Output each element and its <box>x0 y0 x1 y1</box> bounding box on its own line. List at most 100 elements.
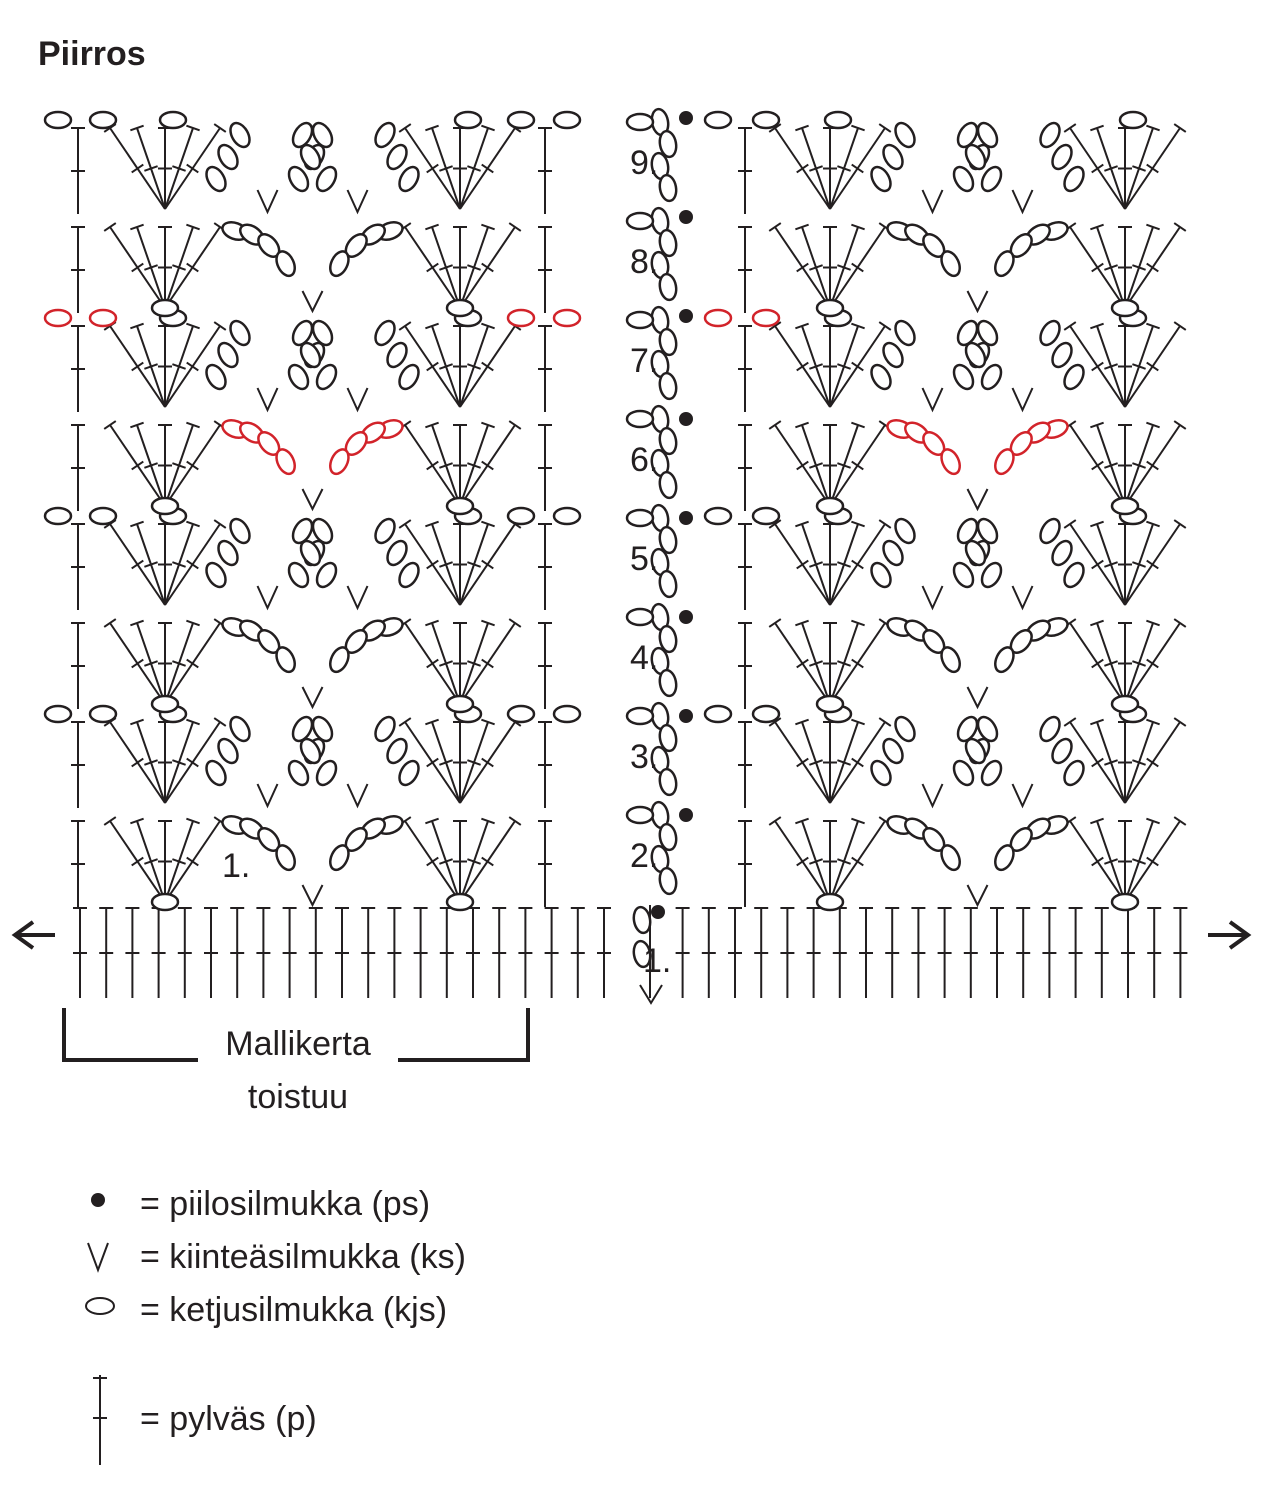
chain <box>1051 539 1073 567</box>
stroke <box>186 619 200 627</box>
chain <box>217 539 239 567</box>
chain <box>658 470 678 500</box>
chain <box>205 759 227 787</box>
stroke <box>851 757 864 768</box>
chain <box>386 341 408 369</box>
repeat-label: toistuu <box>248 1078 348 1116</box>
stroke <box>1146 757 1159 768</box>
stroke <box>186 856 199 867</box>
chain <box>217 143 239 171</box>
stroke <box>481 421 495 429</box>
chain <box>940 448 961 476</box>
stroke <box>481 520 495 528</box>
chain <box>374 715 396 743</box>
chain <box>870 363 892 391</box>
chain <box>894 319 916 347</box>
stroke <box>1090 520 1104 528</box>
stroke <box>213 123 227 133</box>
chain <box>552 506 582 526</box>
stroke <box>796 460 809 471</box>
chain <box>315 759 338 787</box>
stroke <box>1173 519 1187 529</box>
stroke <box>144 858 158 865</box>
chain <box>229 715 251 743</box>
stroke <box>481 262 494 273</box>
chain <box>625 607 655 627</box>
stroke <box>508 618 522 628</box>
stroke <box>103 420 117 430</box>
chain <box>625 805 655 825</box>
chain <box>964 737 987 765</box>
stroke <box>131 460 144 471</box>
chain <box>287 363 310 391</box>
stroke <box>425 817 439 825</box>
chain <box>703 308 733 328</box>
stroke <box>481 757 494 768</box>
stroke <box>851 460 864 471</box>
stroke <box>837 561 851 568</box>
stroke <box>467 462 481 469</box>
stroke <box>1090 223 1104 231</box>
stroke <box>186 460 199 471</box>
chain <box>453 110 483 130</box>
chain <box>658 624 678 654</box>
chain <box>374 121 396 149</box>
stroke <box>851 520 865 528</box>
chain <box>870 561 892 589</box>
chain <box>1110 298 1140 318</box>
stroke <box>1090 322 1104 330</box>
stroke <box>796 361 809 372</box>
chain <box>386 143 408 171</box>
stroke <box>508 222 522 232</box>
stroke <box>809 264 823 271</box>
stroke <box>1091 856 1104 867</box>
sc <box>966 290 989 314</box>
chain <box>882 737 904 765</box>
stroke <box>172 759 186 766</box>
chain <box>658 525 678 555</box>
sc <box>966 686 989 710</box>
stroke <box>1146 322 1160 330</box>
stroke <box>768 321 782 331</box>
row-label: 4. <box>630 639 658 677</box>
sc <box>256 585 279 611</box>
chain <box>882 539 904 567</box>
chain <box>43 110 73 130</box>
stroke <box>1063 717 1077 727</box>
stroke <box>130 421 144 429</box>
chain <box>976 319 999 347</box>
chain <box>815 298 845 318</box>
direction-arrows <box>11 920 1252 950</box>
stroke <box>809 363 823 370</box>
stroke <box>439 858 453 865</box>
stroke <box>796 559 809 570</box>
sc <box>1011 783 1034 809</box>
stroke <box>837 165 851 172</box>
stroke <box>795 322 809 330</box>
stroke <box>130 124 144 132</box>
stroke <box>1063 321 1077 331</box>
chain <box>299 143 322 171</box>
stroke <box>426 262 439 273</box>
stroke <box>795 124 809 132</box>
stroke <box>768 816 782 826</box>
row-label: 5. <box>630 540 658 578</box>
stroke <box>851 163 864 174</box>
chain <box>894 517 916 545</box>
stroke <box>795 718 809 726</box>
chain <box>994 250 1015 278</box>
stroke <box>878 321 892 331</box>
repeat-label: Mallikerta <box>225 1025 371 1063</box>
chain <box>870 165 892 193</box>
stroke <box>1104 165 1118 172</box>
stroke <box>186 757 199 768</box>
stroke <box>213 321 227 331</box>
stroke <box>467 561 481 568</box>
stroke <box>467 858 481 865</box>
stroke <box>425 421 439 429</box>
chain <box>291 715 314 743</box>
stroke <box>186 361 199 372</box>
stroke <box>796 262 809 273</box>
chain <box>329 646 350 674</box>
